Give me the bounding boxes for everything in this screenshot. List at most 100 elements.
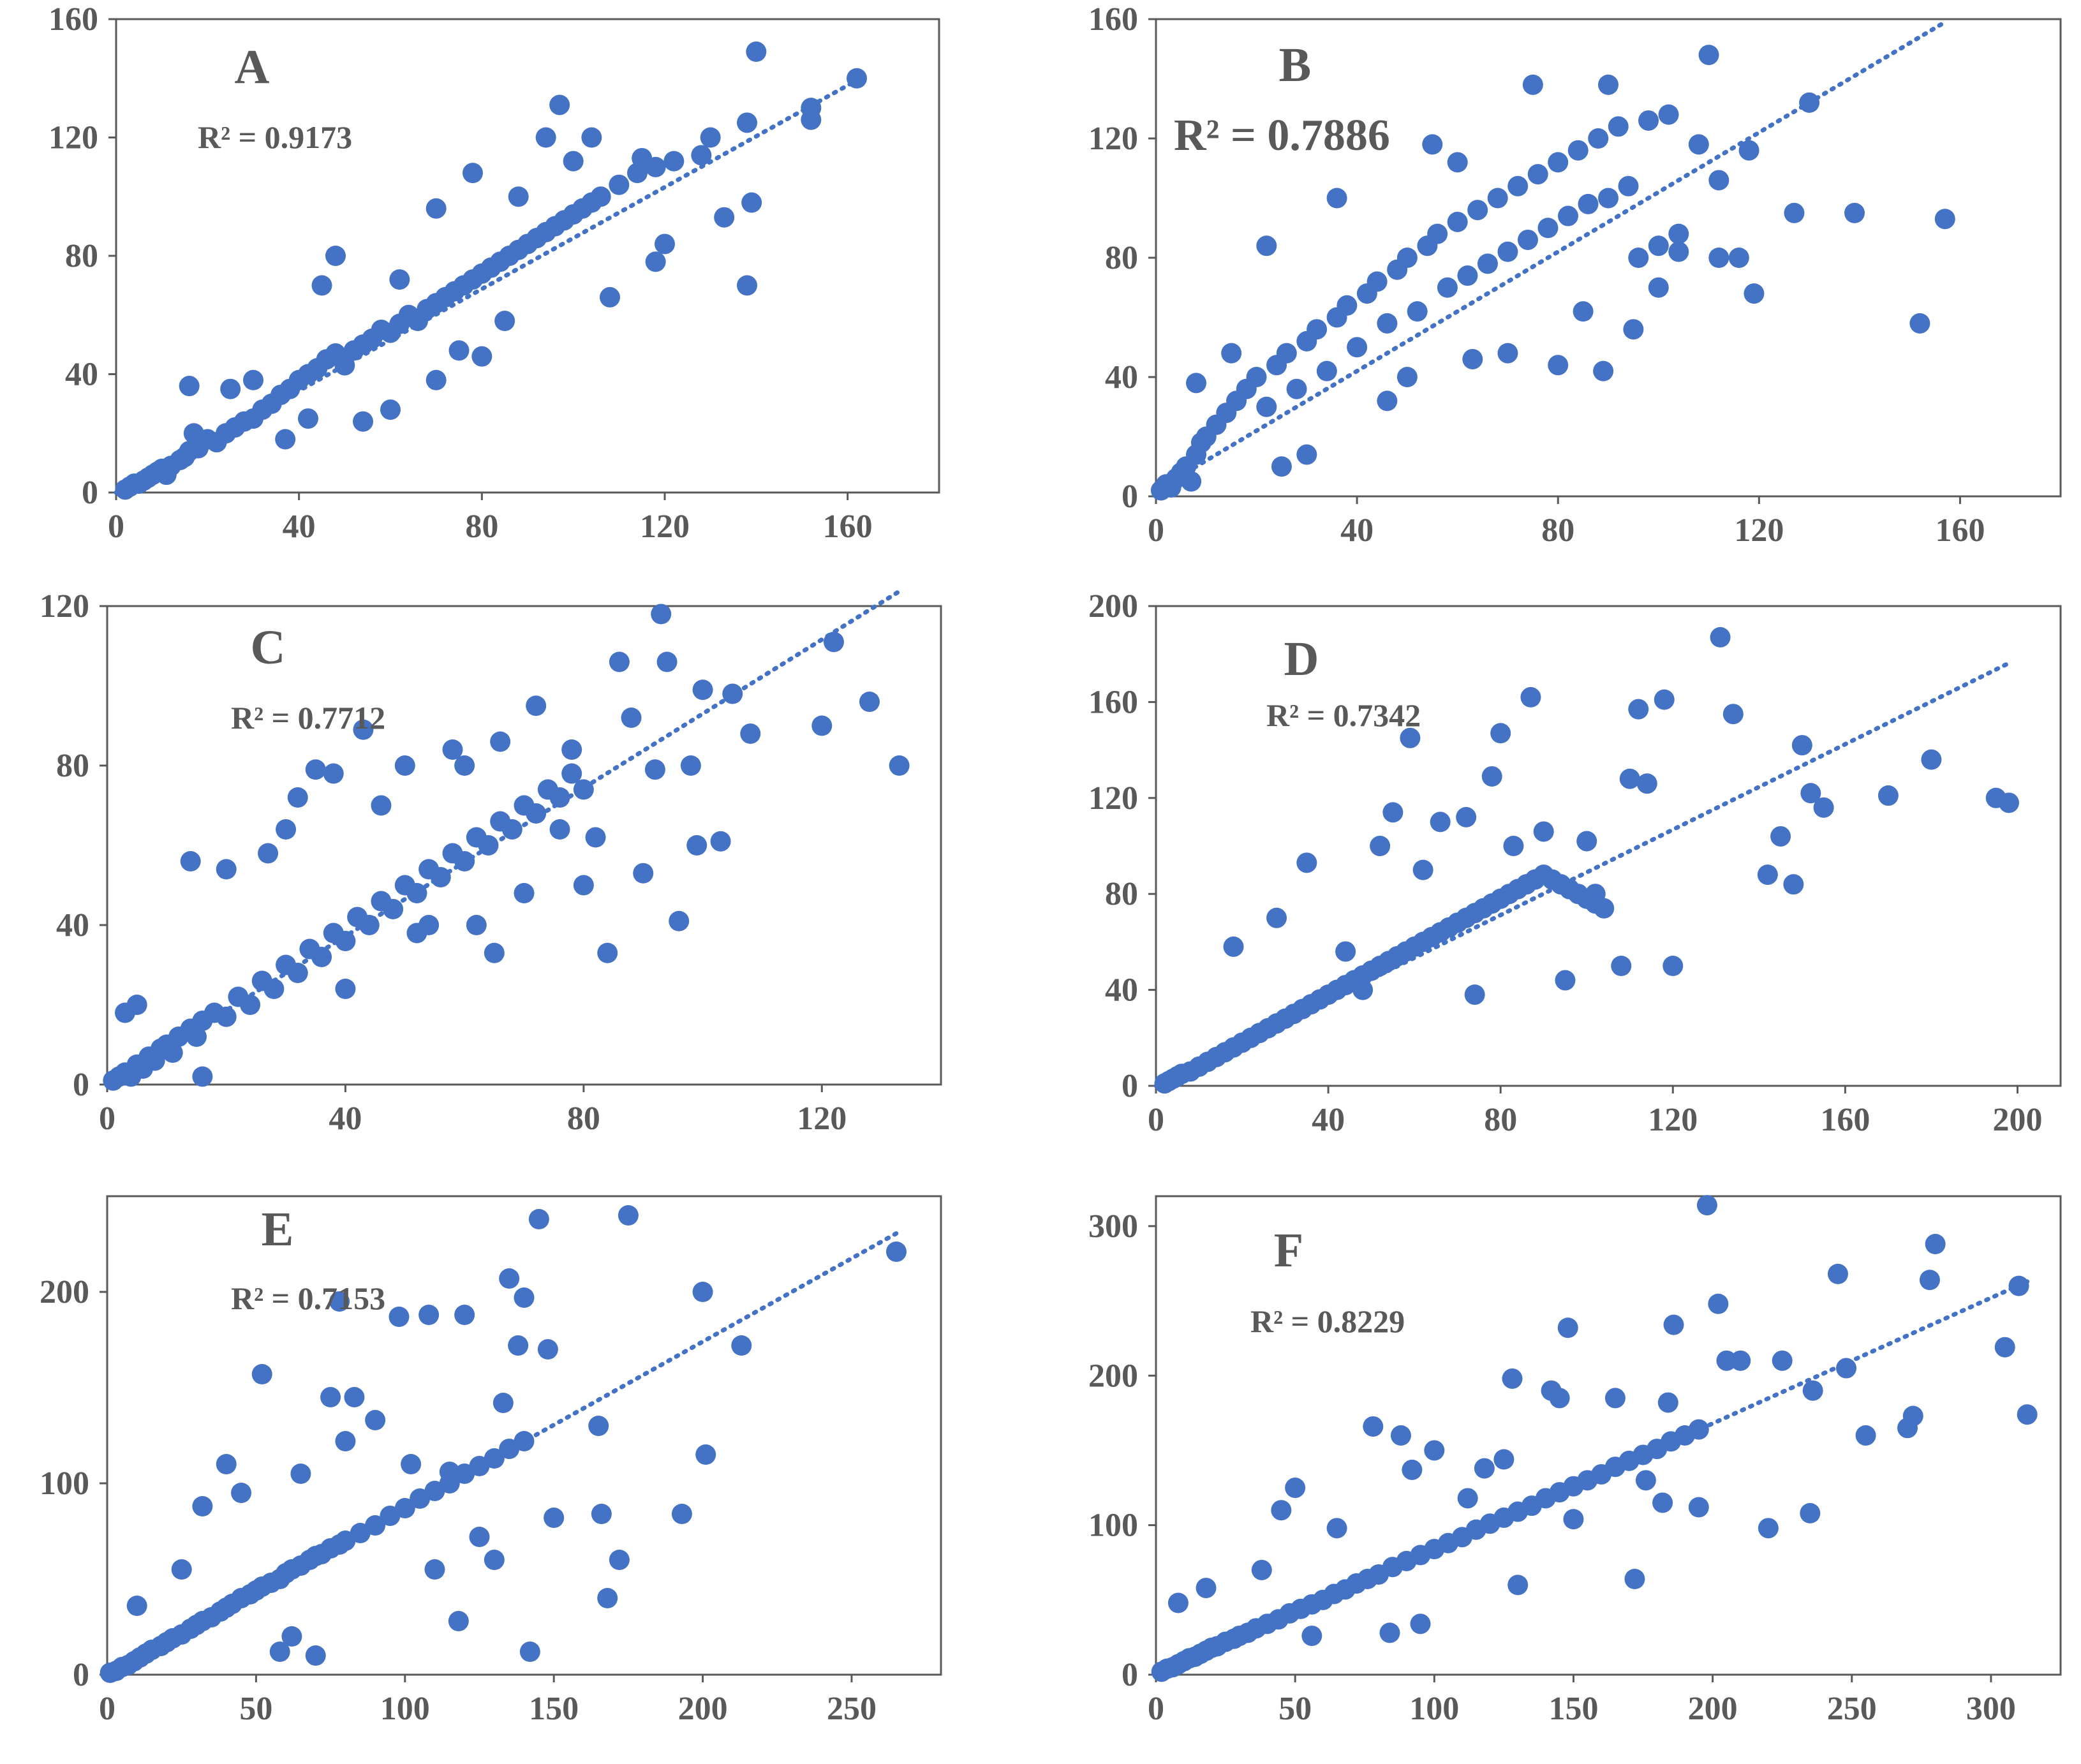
data-point — [275, 429, 296, 450]
data-point — [1447, 152, 1468, 173]
data-point — [1507, 175, 1529, 196]
data-point — [1474, 1458, 1495, 1479]
r-squared-label: R² = 0.7153 — [231, 1280, 385, 1316]
trendline — [105, 1231, 899, 1677]
data-point — [1430, 812, 1451, 833]
panel-letter: B — [1279, 38, 1312, 92]
data-point — [1246, 367, 1267, 387]
data-point — [1648, 235, 1669, 256]
data-point — [1770, 826, 1791, 847]
data-point — [585, 827, 606, 848]
data-point — [1186, 373, 1207, 394]
y-tick-label: 80 — [1105, 240, 1138, 276]
data-point — [1658, 104, 1679, 125]
data-point — [418, 1305, 440, 1325]
data-point — [1921, 749, 1942, 770]
data-point — [492, 1393, 514, 1413]
panel-letter: F — [1274, 1224, 1303, 1277]
data-point — [287, 963, 308, 983]
data-point — [251, 1364, 272, 1384]
x-tick-label: 300 — [1966, 1691, 2016, 1727]
data-point — [1167, 1592, 1189, 1613]
data-point — [418, 915, 440, 935]
data-point — [359, 915, 380, 935]
data-point — [281, 1626, 302, 1647]
data-point — [618, 1205, 639, 1226]
y-tick-label: 0 — [1122, 1657, 1138, 1693]
data-point — [311, 275, 332, 296]
data-point — [1396, 367, 1418, 387]
data-point — [692, 1282, 713, 1302]
panel-letter: E — [262, 1203, 294, 1256]
data-point — [1757, 864, 1778, 886]
data-point — [401, 1454, 422, 1474]
data-point — [1998, 792, 2019, 813]
plot-frame — [1155, 18, 2062, 498]
data-point — [561, 739, 582, 760]
data-point — [1370, 836, 1391, 856]
data-point — [573, 875, 594, 896]
panel-letter: C — [251, 621, 286, 674]
data-point — [549, 94, 570, 115]
data-point — [1379, 1622, 1400, 1643]
data-point — [1522, 74, 1543, 95]
data-point — [1802, 1380, 1823, 1401]
data-point — [192, 1496, 213, 1516]
data-point — [1557, 205, 1578, 226]
data-point — [1652, 1492, 1673, 1513]
data-point — [469, 1527, 490, 1547]
data-point — [478, 835, 499, 856]
data-point — [466, 915, 487, 935]
x-tick-label: 40 — [329, 1101, 362, 1137]
data-point — [1223, 936, 1244, 957]
y-tick-label: 160 — [1088, 684, 1138, 720]
data-point — [1467, 200, 1488, 221]
data-point — [484, 942, 505, 963]
y-tick-label: 200 — [1088, 588, 1138, 625]
data-point — [320, 1387, 341, 1407]
x-tick-label: 200 — [1992, 1102, 2042, 1138]
data-point — [1464, 984, 1485, 1005]
data-point — [335, 979, 356, 999]
trendline — [1153, 660, 2011, 1088]
data-point — [600, 286, 620, 308]
data-point — [1708, 170, 1729, 191]
data-point — [1424, 1440, 1445, 1461]
data-point — [171, 1559, 192, 1580]
data-point — [644, 759, 665, 780]
data-point — [1276, 343, 1297, 364]
r-squared-label: R² = 0.7886 — [1174, 111, 1390, 160]
x-tick-label: 160 — [823, 508, 873, 545]
data-point — [471, 346, 492, 367]
data-point — [179, 376, 200, 397]
data-point — [526, 803, 547, 824]
data-point — [1730, 1350, 1751, 1371]
data-point — [669, 910, 690, 931]
data-point — [691, 145, 712, 166]
x-tick-label: 80 — [1484, 1102, 1517, 1138]
data-point — [394, 755, 415, 776]
data-point — [329, 1291, 350, 1312]
data-point — [801, 109, 822, 130]
y-tick-label: 100 — [40, 1465, 89, 1502]
data-point — [287, 787, 308, 808]
data-point — [1533, 821, 1554, 842]
data-point — [1585, 884, 1606, 905]
x-tick-label: 250 — [827, 1691, 877, 1727]
data-point — [737, 275, 757, 296]
data-point — [1447, 211, 1468, 232]
data-point — [508, 186, 529, 207]
data-point — [1487, 188, 1508, 209]
data-point — [700, 127, 721, 148]
data-point — [1396, 248, 1418, 268]
data-point — [1925, 1234, 1946, 1254]
data-point — [192, 1066, 213, 1087]
x-tick-label: 120 — [1648, 1102, 1698, 1138]
data-point — [859, 692, 880, 712]
panel-f: 0 100 200 300 0 50 100 150 200 250 300 F R² = 0.8229 — [1088, 1195, 2062, 1727]
data-point — [344, 1387, 365, 1407]
data-point — [1618, 175, 1639, 196]
data-point — [325, 246, 346, 266]
data-point — [426, 198, 447, 219]
